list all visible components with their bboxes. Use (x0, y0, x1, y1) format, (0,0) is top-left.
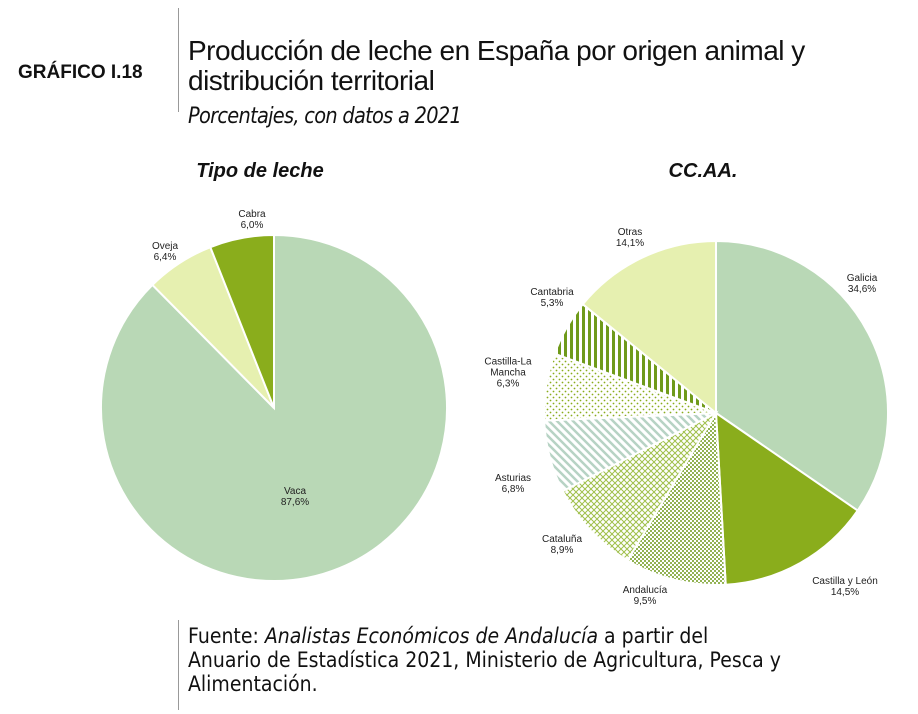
value-label: 6,0% (240, 220, 264, 231)
pie-slice (715, 239, 889, 512)
slice-label: Vaca 87,6% (260, 486, 330, 508)
rule (178, 620, 179, 710)
value-label: 9,5% (633, 596, 657, 607)
slice-label: Cantabria 5,3% (517, 287, 587, 309)
pie-slice (581, 239, 717, 416)
pie-title: CC.AA. (668, 160, 738, 182)
slice-label: Cataluña 8,9% (527, 534, 597, 556)
figure-label: GRÁFICO I.18 (18, 62, 143, 83)
category: Otras (617, 227, 643, 238)
slice-label: Cabra 6,0% (217, 209, 287, 231)
value-label: 6,8% (501, 484, 525, 495)
source-rest: a partir del Anuario de Estadística 2021… (188, 624, 781, 696)
category: Oveja (151, 241, 179, 252)
value-label: 5,3% (540, 298, 564, 309)
pie-slice (209, 233, 275, 409)
pie-title: Tipo de leche (196, 160, 324, 182)
value-label: 14,5% (830, 587, 860, 598)
value-label: 6,3% (496, 378, 520, 390)
value-label: 8,9% (550, 545, 574, 556)
source-author: Analistas Económicos de Andalucía (264, 624, 599, 648)
category: Andalucía (622, 585, 668, 596)
slice-label: Galicia 34,6% (827, 273, 897, 295)
source-lead: Fuente: (188, 624, 259, 648)
title: Producción de leche en España por origen… (188, 35, 805, 96)
slice-label: Andalucía 9,5% (610, 585, 680, 607)
value-label: 34,6% (847, 284, 877, 295)
category: Vaca (283, 486, 307, 497)
category: Cataluña (541, 534, 583, 545)
pie-slice (561, 410, 719, 562)
slice-label: Castilla y León 14,5% (810, 576, 880, 598)
category: Asturias (494, 473, 532, 484)
value-label: 6,4% (153, 252, 177, 263)
pie-slice (626, 409, 727, 586)
category: Cantabria (530, 287, 574, 298)
value-label: 14,1% (615, 238, 645, 249)
slice-label: Oveja 6,4% (130, 241, 200, 263)
value-label: 87,6% (280, 497, 310, 508)
slice-label: Asturias 6,8% (478, 473, 548, 495)
source: Fuente: Analistas Económicos de Andalucí… (188, 624, 782, 696)
rule (178, 8, 179, 112)
category: Castilla-La Mancha (484, 356, 532, 379)
subtitle: Porcentajes, con datos a 2021 (188, 104, 462, 129)
category: Galicia (846, 273, 878, 284)
category: Cabra (238, 209, 266, 220)
pie-slice (714, 411, 860, 586)
category: Castilla y León (812, 576, 878, 587)
slice-label: Castilla-La Mancha 6,3% (473, 357, 543, 390)
slice-label: Otras 14,1% (595, 227, 665, 249)
